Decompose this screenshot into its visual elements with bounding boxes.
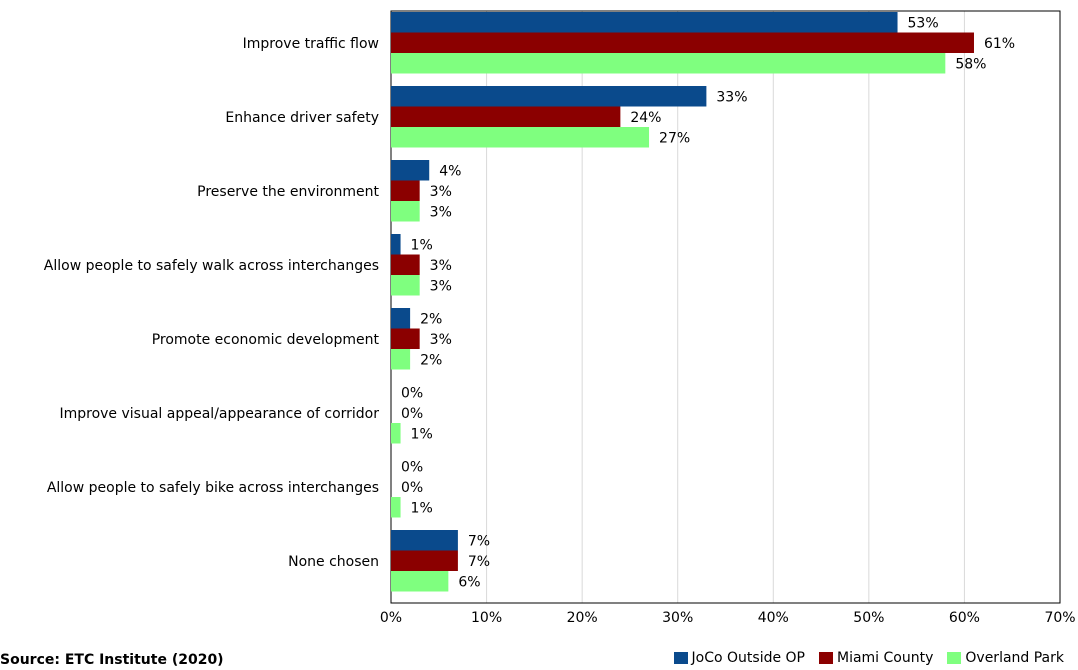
data-label: 4% — [439, 164, 461, 180]
data-label: 0% — [401, 460, 423, 476]
data-label: 6% — [458, 575, 480, 591]
data-label: 33% — [716, 90, 747, 106]
category-label: Improve traffic flow — [243, 36, 379, 52]
legend-swatch-overland — [947, 652, 962, 664]
x-tick-label: 20% — [567, 610, 598, 626]
data-label: 2% — [420, 312, 442, 328]
x-tick-label: 50% — [853, 610, 884, 626]
x-tick-label: 70% — [1044, 610, 1075, 626]
x-tick-label: 30% — [662, 610, 693, 626]
legend-item-joco: JoCo Outside OP — [673, 650, 805, 666]
data-label: 3% — [430, 279, 452, 295]
plot-frame — [390, 10, 1061, 604]
bar — [391, 550, 458, 571]
legend-label-overland: Overland Park — [965, 650, 1064, 666]
bar — [391, 201, 420, 222]
bar — [391, 275, 420, 296]
category-label: Preserve the environment — [197, 184, 379, 200]
bar — [391, 423, 401, 444]
bar — [391, 308, 411, 329]
legend-swatch-joco — [673, 652, 688, 664]
bar — [391, 127, 650, 148]
bar — [391, 106, 621, 127]
source-note: Source: ETC Institute (2020) — [0, 652, 224, 668]
legend-item-miami: Miami County — [819, 650, 933, 666]
data-label: 7% — [468, 534, 490, 550]
bar — [391, 530, 458, 551]
data-label: 1% — [411, 238, 433, 254]
bar — [391, 160, 430, 181]
legend: JoCo Outside OP Miami County Overland Pa… — [673, 650, 1064, 666]
data-label: 1% — [411, 427, 433, 443]
data-label: 7% — [468, 554, 490, 570]
bar — [391, 53, 946, 74]
category-label: Enhance driver safety — [225, 110, 379, 126]
bar — [391, 234, 401, 255]
bar — [391, 497, 401, 518]
data-label: 0% — [401, 386, 423, 402]
legend-label-joco: JoCo Outside OP — [691, 650, 805, 666]
data-label: 2% — [420, 353, 442, 369]
data-label: 3% — [430, 332, 452, 348]
bar — [391, 180, 420, 201]
legend-item-overland: Overland Park — [947, 650, 1064, 666]
x-tick-label: 10% — [471, 610, 502, 626]
data-label: 27% — [659, 131, 690, 147]
bar — [391, 32, 974, 53]
data-label: 0% — [401, 480, 423, 496]
x-tick-label: 0% — [380, 610, 402, 626]
data-label: 53% — [908, 16, 939, 32]
category-label: Promote economic development — [152, 332, 380, 348]
data-label: 24% — [630, 110, 661, 126]
bar — [391, 12, 898, 33]
data-label: 1% — [411, 501, 433, 517]
data-label: 0% — [401, 406, 423, 422]
category-label: Allow people to safely walk across inter… — [44, 258, 379, 274]
data-label: 61% — [984, 36, 1015, 52]
data-label: 3% — [430, 184, 452, 200]
chart-svg: 0% 10% 20% 30% 40% 50% 60% 70% Improve traffic f… — [44, 10, 1076, 626]
bar — [391, 349, 411, 370]
bar — [391, 86, 707, 107]
legend-label-miami: Miami County — [837, 650, 934, 666]
bar — [391, 571, 449, 592]
category-label: Allow people to safely bike across inter… — [47, 480, 379, 496]
category-label: Improve visual appeal/appearance of corr… — [59, 406, 379, 422]
data-label: 3% — [430, 258, 452, 274]
bar — [391, 328, 420, 349]
category-label: None chosen — [288, 554, 379, 570]
bar — [391, 254, 420, 275]
data-label: 58% — [955, 57, 986, 73]
x-tick-label: 60% — [949, 610, 980, 626]
data-label: 3% — [430, 205, 452, 221]
legend-swatch-miami — [819, 652, 833, 664]
x-tick-label: 40% — [758, 610, 789, 626]
